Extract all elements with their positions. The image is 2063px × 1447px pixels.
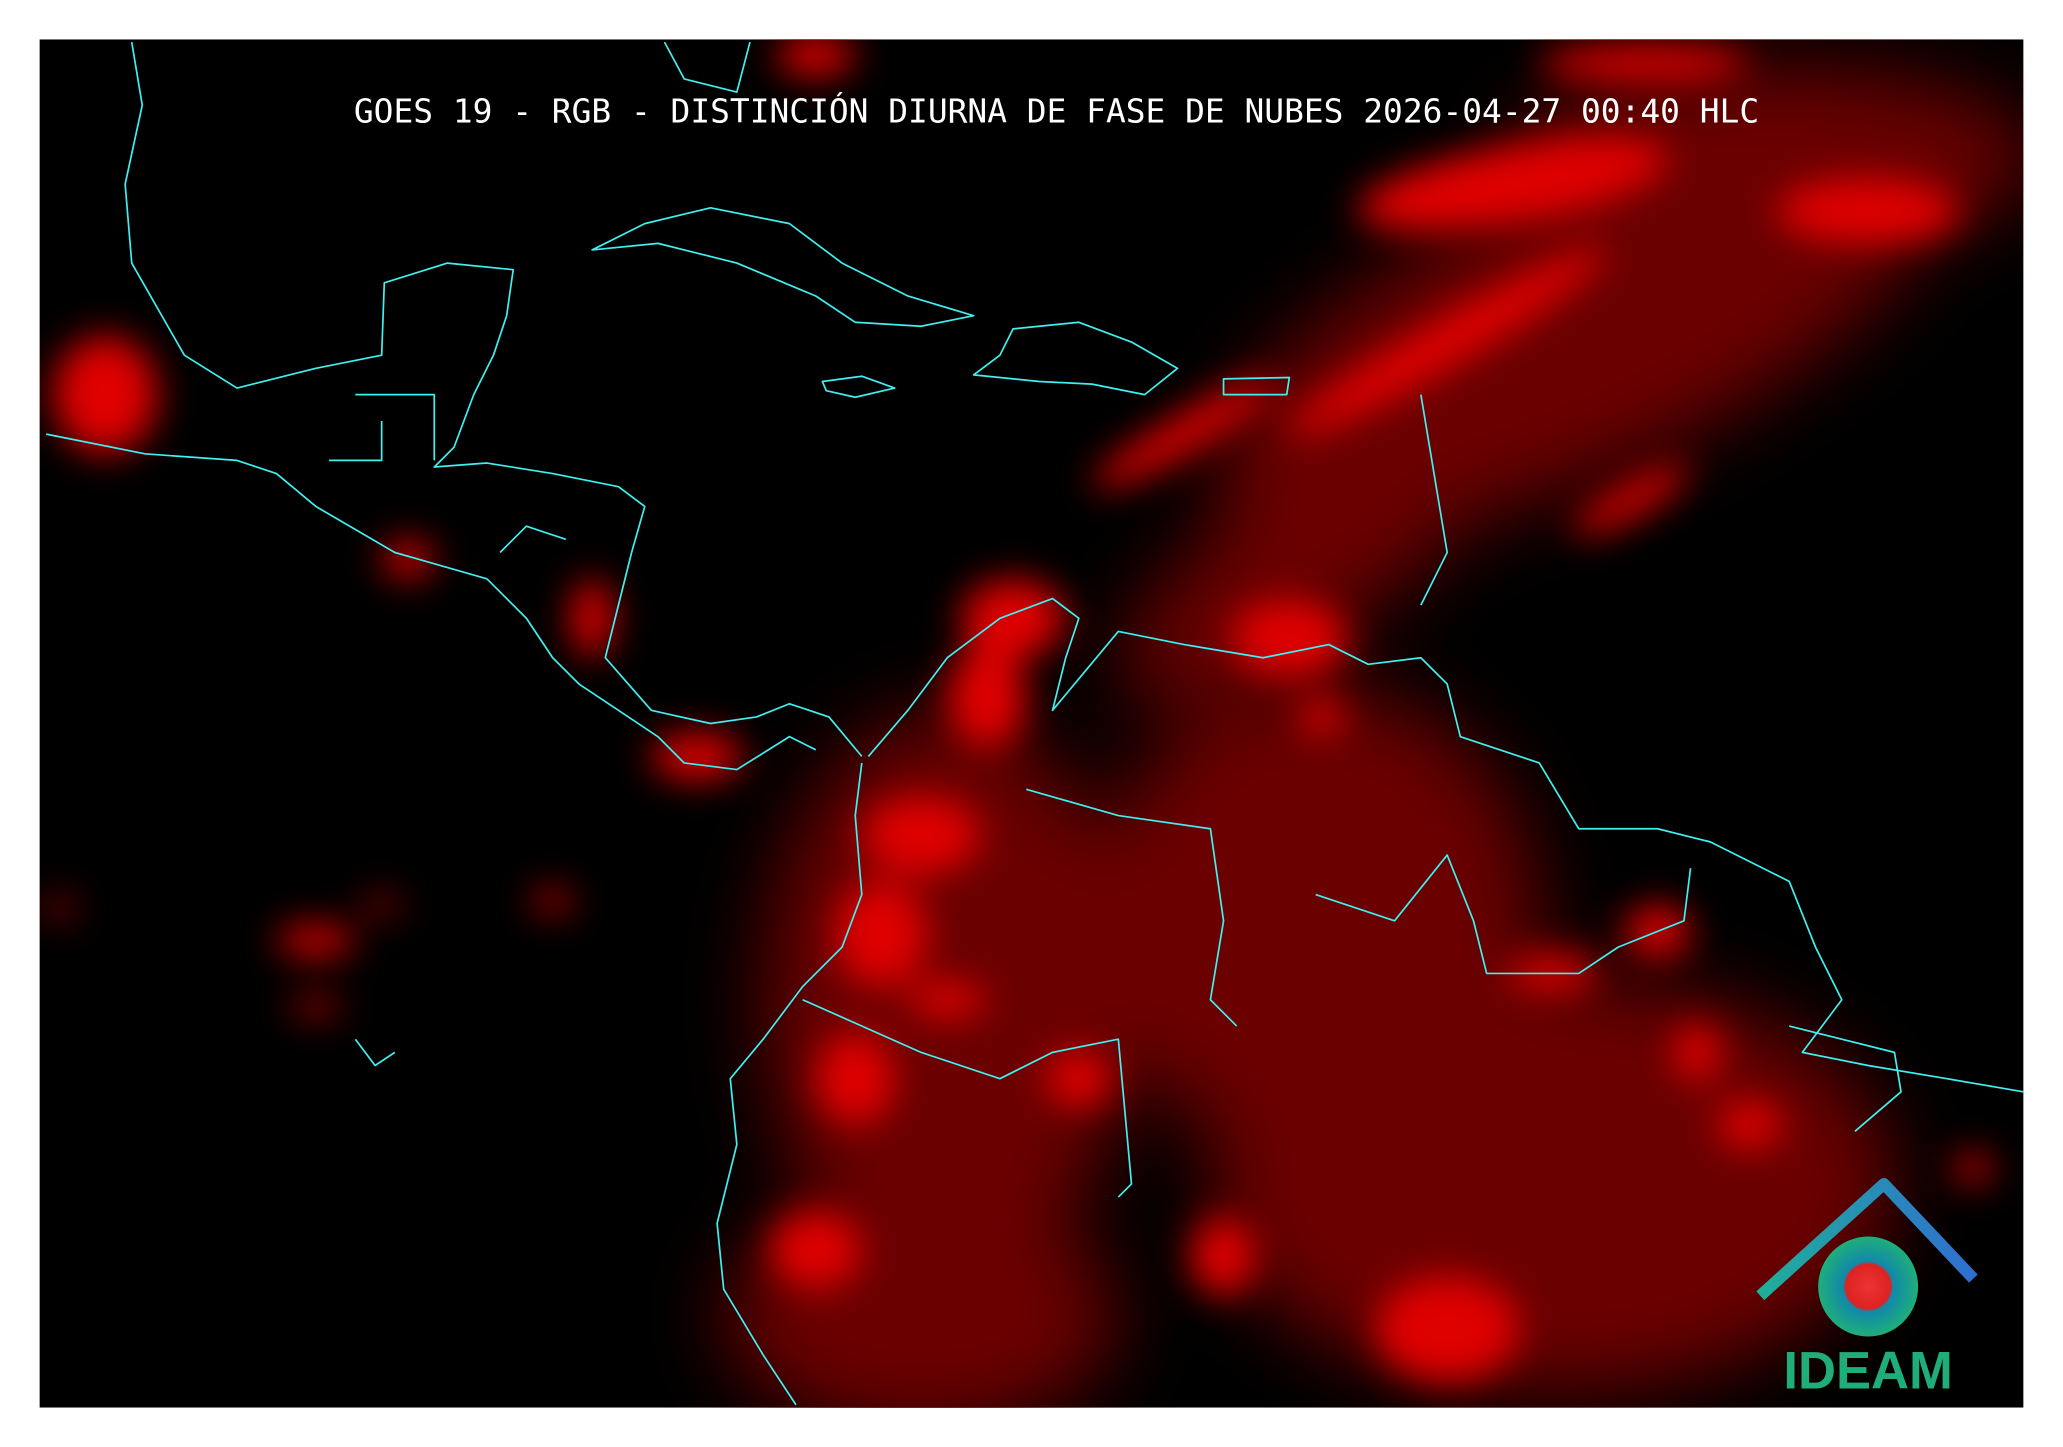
image-title: GOES 19 - RGB - DISTINCIÓN DIURNA DE FAS… [354,91,1759,131]
logo-swirl [1818,1236,1919,1337]
coastlines [46,41,2024,1406]
clouds [43,39,2024,1408]
ideam-logo: IDEAM [1756,1177,1978,1401]
logo-text: IDEAM [1783,1342,1953,1401]
logo-roof [1756,1177,1978,1301]
